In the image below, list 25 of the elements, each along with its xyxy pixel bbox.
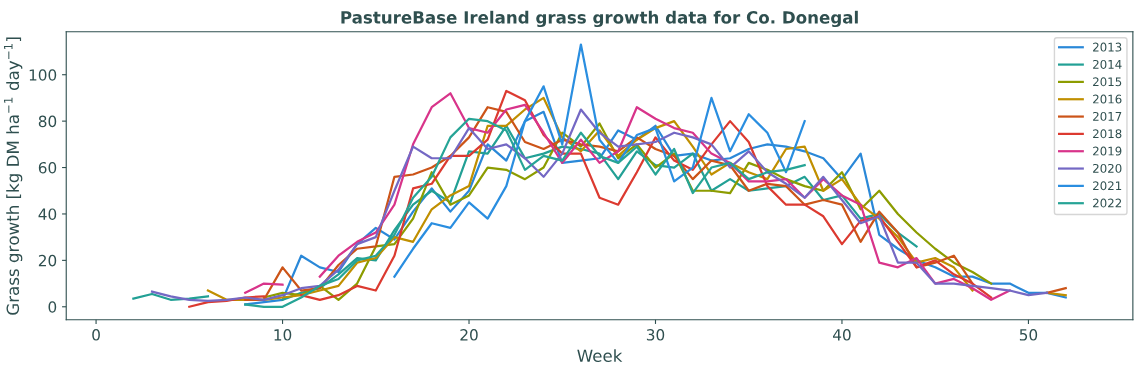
legend-label: 2013 xyxy=(1093,42,1122,52)
legend-label: 2014 xyxy=(1093,59,1122,69)
legend-label: 2015 xyxy=(1093,77,1122,87)
legend-label: 2016 xyxy=(1093,94,1122,104)
legend-label: 2018 xyxy=(1093,129,1122,139)
x-tick-label: 0 xyxy=(92,329,100,341)
x-tick-label: 50 xyxy=(1019,329,1038,341)
x-tick-label: 30 xyxy=(646,329,665,341)
legend-label: 2020 xyxy=(1093,163,1122,173)
y-tick-label: 20 xyxy=(38,254,57,267)
y-tick-label: 100 xyxy=(29,69,57,81)
legend-label: 2022 xyxy=(1093,198,1122,208)
legend-label: 2021 xyxy=(1093,181,1122,191)
legend-label: 2017 xyxy=(1093,111,1122,121)
legend-label: 2019 xyxy=(1093,146,1122,156)
y-tick-label: 0 xyxy=(48,301,57,313)
x-tick-label: 40 xyxy=(832,329,851,341)
x-axis-title: Week xyxy=(577,349,623,363)
y-tick-label: 60 xyxy=(38,162,57,174)
chart-title: PastureBase Ireland grass growth data for Co. Donegal xyxy=(341,10,858,28)
x-tick-label: 20 xyxy=(460,329,478,341)
y-axis-title: Grass growth [kg DM ha$^{−1}$ day$^{−1}$] xyxy=(3,37,23,315)
y-tick-label: 40 xyxy=(38,208,57,220)
y-tick-label: 80 xyxy=(38,115,57,128)
x-tick-label: 10 xyxy=(274,329,292,341)
